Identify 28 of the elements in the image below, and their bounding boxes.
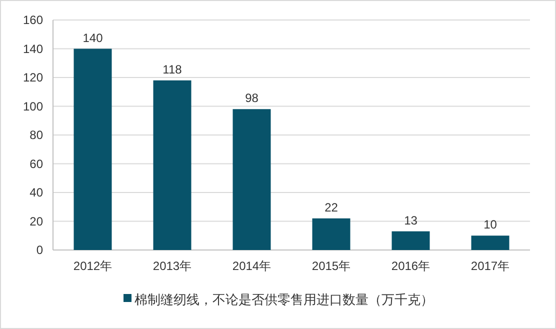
x-tick-label: 2016年 (391, 259, 430, 273)
data-label: 13 (404, 213, 418, 228)
y-tick-label: 100 (22, 99, 44, 114)
bar (471, 236, 510, 250)
y-tick-label: 0 (36, 243, 44, 257)
bar (74, 48, 112, 250)
y-tick-label: 20 (30, 214, 44, 228)
y-tick-label: 120 (22, 70, 44, 84)
bar (232, 109, 271, 250)
y-tick-label: 40 (30, 186, 44, 200)
bar (153, 80, 192, 250)
y-tick-label: 160 (22, 13, 44, 27)
data-label: 140 (82, 30, 104, 45)
data-label: 10 (484, 218, 498, 232)
x-tick-label: 2017年 (470, 259, 510, 273)
x-tick-label: 2014年 (232, 259, 272, 273)
legend-label: 棉制缝纫线，不论是否供零售用进口数量（万千克） (134, 292, 434, 307)
bar (392, 231, 430, 250)
y-tick-label: 80 (30, 128, 44, 142)
x-tick-label: 2013年 (152, 259, 192, 273)
x-tick-label: 2012年 (73, 259, 112, 273)
data-label: 22 (324, 200, 338, 214)
y-tick-label: 140 (22, 42, 44, 56)
y-tick-label: 60 (30, 156, 44, 171)
bar (312, 218, 350, 250)
x-tick-label: 2015年 (312, 259, 351, 273)
data-label: 118 (162, 62, 182, 76)
data-label: 98 (245, 91, 259, 106)
